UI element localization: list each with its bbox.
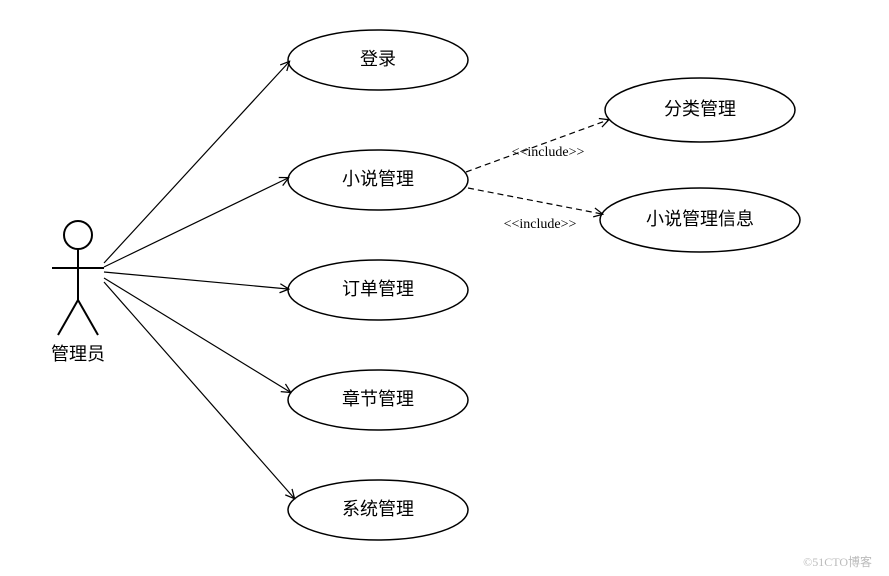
usecase-label: 登录 <box>360 49 396 69</box>
usecase-label: 章节管理 <box>342 389 414 409</box>
include-label: <<include>> <box>504 217 577 232</box>
usecase-uc-category-mgmt: 分类管理 <box>605 78 795 142</box>
usecase-uc-login: 登录 <box>288 30 468 90</box>
actor-admin: 管理员 <box>51 221 105 364</box>
usecase-label: 小说管理 <box>342 169 414 189</box>
watermark: ©51CTO博客 <box>803 554 872 569</box>
usecase-uc-novel-mgmt: 小说管理 <box>288 150 468 210</box>
association-line <box>104 278 290 392</box>
usecase-label: 小说管理信息 <box>646 209 754 229</box>
usecase-label: 分类管理 <box>664 99 736 119</box>
actor-label: 管理员 <box>51 344 105 364</box>
usecase-label: 系统管理 <box>342 499 414 519</box>
include-line <box>468 188 602 214</box>
association-line <box>104 62 289 263</box>
include-label: <<include>> <box>512 145 585 160</box>
use-case-diagram: 管理员 登录小说管理订单管理章节管理系统管理 分类管理小说管理信息 <<inclu… <box>0 0 889 576</box>
association-line <box>104 282 294 498</box>
usecase-uc-novel-info-mgmt: 小说管理信息 <box>600 188 800 252</box>
association-line <box>104 178 288 267</box>
usecase-uc-chapter-mgmt: 章节管理 <box>288 370 468 430</box>
usecase-uc-system-mgmt: 系统管理 <box>288 480 468 540</box>
usecase-label: 订单管理 <box>342 279 414 299</box>
usecase-uc-order-mgmt: 订单管理 <box>288 260 468 320</box>
association-line <box>104 272 288 289</box>
